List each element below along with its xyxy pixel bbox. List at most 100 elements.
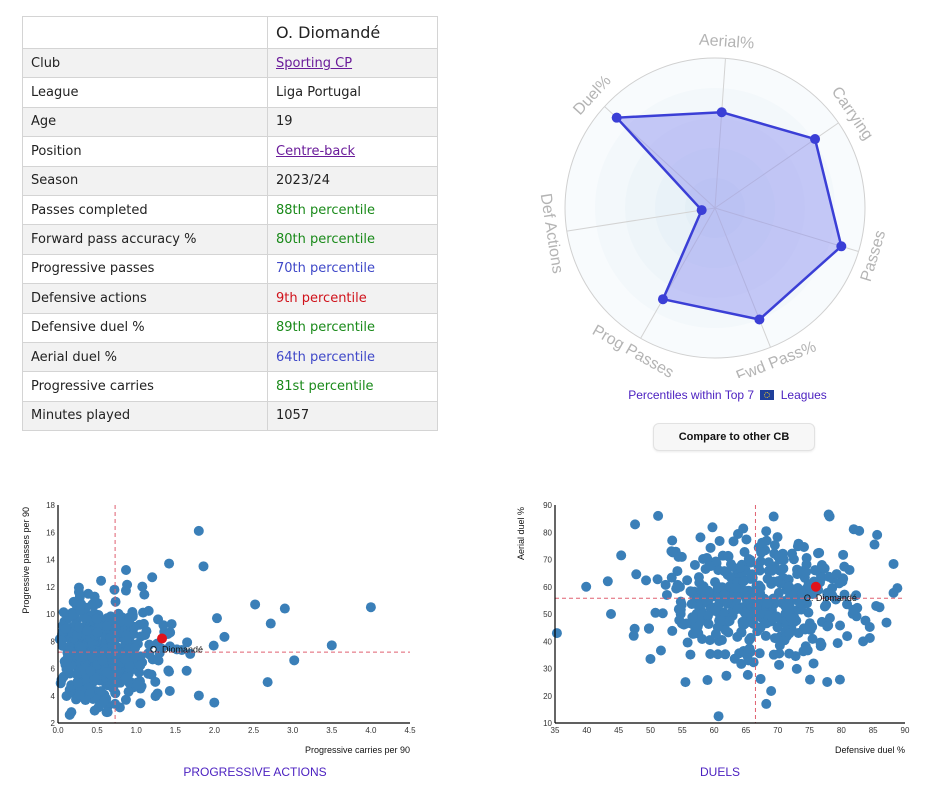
scatter-point [800, 624, 811, 635]
scatter-point [822, 676, 833, 687]
scatter-point [551, 628, 562, 639]
scatter-point [761, 698, 772, 709]
scatter-point [137, 581, 148, 592]
scatter-point [854, 525, 865, 536]
scatter-point [824, 612, 835, 623]
radar-spoke [640, 207, 716, 339]
scatter-point [695, 532, 706, 543]
scatter-point [739, 547, 750, 558]
scatter-point [108, 683, 119, 694]
scatter-point [105, 632, 116, 643]
x-tick-label: 35 [551, 726, 560, 735]
scatter-point [755, 622, 766, 633]
row-value-cell: Liga Portugal [267, 77, 438, 108]
y-tick-label: 18 [46, 501, 55, 510]
scatter-point [834, 674, 845, 685]
x-tick-label: 2.0 [209, 726, 221, 735]
radar-point-duel-[interactable] [611, 112, 622, 123]
scatter-point [761, 526, 772, 537]
row-value-link[interactable]: Centre-back [276, 143, 356, 159]
scatter-point [736, 627, 747, 638]
scatter-point [74, 622, 85, 633]
scatter-point [720, 649, 731, 660]
row-value-cell: 64th percentile [267, 341, 438, 373]
radar-point-aerial-[interactable] [716, 107, 727, 118]
scatter-point [769, 540, 780, 551]
scatter-point [120, 585, 131, 596]
y-tick-label: 90 [543, 501, 552, 510]
scatter-point [772, 622, 783, 633]
scatter-point [666, 572, 677, 583]
scatter-point [87, 599, 98, 610]
scatter-point [738, 523, 749, 534]
scatter-point [712, 582, 723, 593]
scatter-point [82, 625, 93, 636]
scatter-point [754, 648, 765, 659]
scatter-point [365, 602, 376, 613]
scatter-point [832, 638, 843, 649]
scatter-point [152, 688, 163, 699]
radar-point-def-actions[interactable] [696, 205, 707, 216]
scatter-point [674, 581, 685, 592]
scatter-point [250, 599, 261, 610]
scatter-point [673, 551, 684, 562]
scatter-point [631, 569, 642, 580]
compare-to-other-cb-button[interactable]: Compare to other CB [653, 423, 815, 451]
scatter-point [124, 661, 135, 672]
scatter-point [211, 613, 222, 624]
scatter-point [713, 565, 724, 576]
scatter-point [154, 647, 165, 658]
row-label: Position [22, 136, 268, 167]
scatter-point [279, 603, 290, 614]
radar-point-fwd-pass-[interactable] [754, 314, 765, 325]
scatter-point [704, 560, 715, 571]
scatter-point [741, 534, 752, 545]
x-tick-label: 60 [710, 726, 719, 735]
scatter-point [147, 572, 158, 583]
scatter-point [124, 617, 135, 628]
scatter-point [703, 619, 714, 630]
scatter-point [755, 673, 766, 684]
scatter-point [839, 561, 850, 572]
scatter-point [289, 655, 300, 666]
scatter-point [686, 598, 697, 609]
scatter-point [667, 625, 678, 636]
scatter-point [675, 596, 686, 607]
scatter-point [805, 674, 816, 685]
x-tick-label: 0.0 [52, 726, 64, 735]
scatter-point [743, 655, 754, 666]
scatter-point [728, 536, 739, 547]
radar-point-prog-passes[interactable] [657, 294, 668, 305]
scatter-point [724, 616, 735, 627]
scatter-point [101, 707, 112, 718]
radar-point-carrying[interactable] [810, 134, 821, 145]
scatter-point [788, 554, 799, 565]
x-tick-label: 1.0 [131, 726, 143, 735]
scatter-point [73, 587, 84, 598]
scatter-point [120, 694, 131, 705]
scatter-point [60, 623, 71, 634]
scatter-point [326, 640, 337, 651]
row-value: 88th percentile [276, 202, 376, 218]
duels-title: DUELS [699, 765, 740, 779]
scatter-point [602, 576, 613, 587]
highlighted-player-point[interactable] [810, 581, 821, 592]
x-tick-label: 40 [582, 726, 591, 735]
scatter-point [99, 696, 110, 707]
y-tick-label: 40 [543, 637, 552, 646]
scatter-point [831, 569, 842, 580]
radar-point-passes[interactable] [836, 241, 847, 252]
table-row: Progressive carries 81st percentile [22, 371, 438, 402]
scatter-point [731, 592, 742, 603]
y-tick-label: 10 [543, 719, 552, 728]
scatter-point [743, 591, 754, 602]
scatter-point [146, 669, 157, 680]
scatter-point [762, 573, 773, 584]
progressive-actions-scatter: O. Diomandé 0.0 0.5 1.0 1.5 2.0 2.5 3.0 3.5 4.0 4.… [21, 501, 416, 755]
highlighted-player-label: O. Diomandé [804, 593, 857, 603]
scatter-point [208, 640, 219, 651]
row-value-link[interactable]: Sporting CP [276, 55, 353, 71]
highlighted-player-point[interactable] [157, 633, 168, 644]
scatter-point [720, 625, 731, 636]
scatter-point [801, 566, 812, 577]
